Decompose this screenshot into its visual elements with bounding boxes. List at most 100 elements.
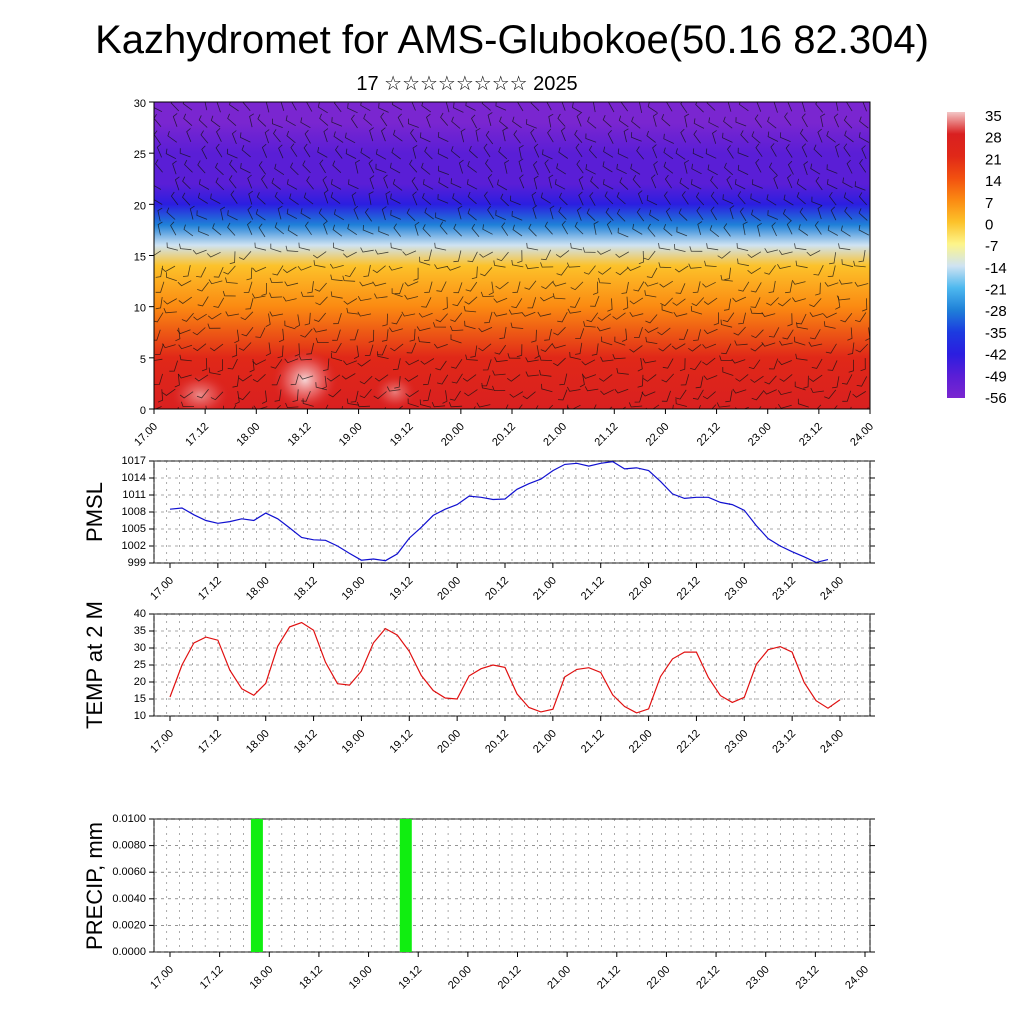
wind-barb	[249, 113, 255, 128]
wind-barb	[170, 191, 179, 206]
wind-barb	[458, 159, 464, 174]
wind-barb	[442, 390, 448, 404]
wind-barb	[815, 102, 824, 113]
wind-barb	[561, 102, 566, 111]
wind-barb	[566, 386, 581, 392]
wind-barb	[738, 102, 749, 112]
wind-barb	[511, 298, 523, 309]
wind-barb	[196, 267, 207, 278]
wind-barb	[691, 297, 705, 307]
wind-barb	[289, 193, 299, 205]
y-tick-label: 1008	[122, 506, 146, 518]
wind-barb	[155, 343, 164, 355]
wind-barb	[530, 102, 540, 111]
wind-barb	[534, 345, 540, 359]
wind-barb	[578, 176, 584, 191]
time-tick-label: 19.12	[396, 964, 424, 992]
wind-barb	[832, 376, 840, 389]
wind-barb	[280, 102, 285, 112]
wind-barb	[689, 360, 702, 371]
wind-barb	[629, 345, 643, 353]
wind-barb	[448, 402, 463, 408]
wind-barb	[228, 175, 237, 189]
wind-barb	[410, 128, 418, 143]
wind-barb	[645, 404, 660, 409]
wind-barb	[402, 250, 417, 256]
wind-barb	[823, 321, 836, 329]
wind-barb	[764, 375, 777, 385]
wind-barb	[649, 209, 660, 222]
wind-barb	[411, 177, 419, 191]
wind-barb	[378, 226, 390, 236]
wind-barb	[725, 390, 733, 403]
wind-barb	[835, 102, 839, 111]
wind-barb	[360, 147, 371, 159]
wind-barb	[208, 367, 221, 375]
wind-barb	[343, 251, 357, 258]
wind-barb	[578, 191, 584, 206]
wind-barb	[747, 267, 762, 274]
wind-barb	[377, 344, 387, 356]
wind-barb	[761, 342, 776, 347]
wind-barb	[735, 374, 749, 382]
warm-core-1	[271, 348, 339, 409]
wind-barb	[754, 114, 763, 128]
wind-barb	[215, 162, 224, 176]
wind-barb	[383, 174, 389, 189]
wind-barb	[814, 221, 822, 235]
wind-barb	[257, 114, 267, 127]
wind-barb	[508, 309, 523, 315]
colorbar-labels: 35 28 21 14 7 0 -7 -14 -21 -28 -35 -42 -49 -56	[985, 108, 1007, 407]
time-tick-label: 22.12	[694, 964, 722, 992]
wind-barb	[830, 206, 837, 221]
wind-barb	[206, 251, 221, 258]
warm-core-3	[373, 374, 417, 409]
wind-barb	[844, 206, 853, 220]
wind-barb	[540, 192, 551, 204]
wind-barb	[646, 130, 656, 143]
wind-barb	[817, 128, 823, 143]
wind-barb	[481, 382, 494, 391]
time-tick-label: 21.00	[531, 575, 559, 603]
wind-barb	[722, 312, 735, 323]
wind-barb	[329, 263, 344, 269]
wind-barb	[258, 161, 267, 175]
height-tick-label: 20	[134, 200, 146, 212]
wind-barb	[198, 179, 210, 190]
wind-barb	[526, 242, 539, 251]
wind-barb	[162, 388, 176, 396]
wind-barb	[215, 143, 223, 158]
wind-barb	[722, 194, 734, 205]
wind-barb	[452, 296, 464, 307]
time-tick-label: 22.12	[675, 728, 703, 756]
wind-barb	[179, 243, 192, 251]
wind-barb	[404, 375, 419, 382]
wind-barb	[176, 329, 191, 335]
wind-barb	[810, 163, 821, 175]
wind-barb	[284, 281, 299, 287]
wind-barb	[497, 179, 508, 191]
wind-barb	[752, 179, 763, 189]
wind-barb	[592, 281, 599, 295]
wind-barb	[827, 265, 836, 277]
wind-barb	[167, 130, 178, 143]
wind-barb	[333, 131, 344, 143]
wind-barb	[225, 277, 238, 284]
wind-barb	[570, 242, 583, 251]
wind-barb	[391, 147, 401, 160]
wind-barb	[351, 192, 357, 206]
wind-barb	[297, 265, 312, 271]
wind-barb	[476, 402, 491, 408]
wind-barb	[264, 129, 270, 144]
height-tick-label: 0	[140, 405, 146, 417]
wind-barb	[858, 225, 870, 236]
wind-barb	[193, 313, 207, 321]
wind-barb	[239, 132, 251, 143]
wind-barb	[217, 359, 223, 373]
heatmap-field	[154, 102, 870, 409]
wind-barb	[537, 311, 552, 317]
wind-barb	[451, 116, 461, 129]
wind-barb	[437, 131, 449, 142]
wind-barb	[423, 373, 432, 386]
wind-barb	[533, 175, 539, 190]
